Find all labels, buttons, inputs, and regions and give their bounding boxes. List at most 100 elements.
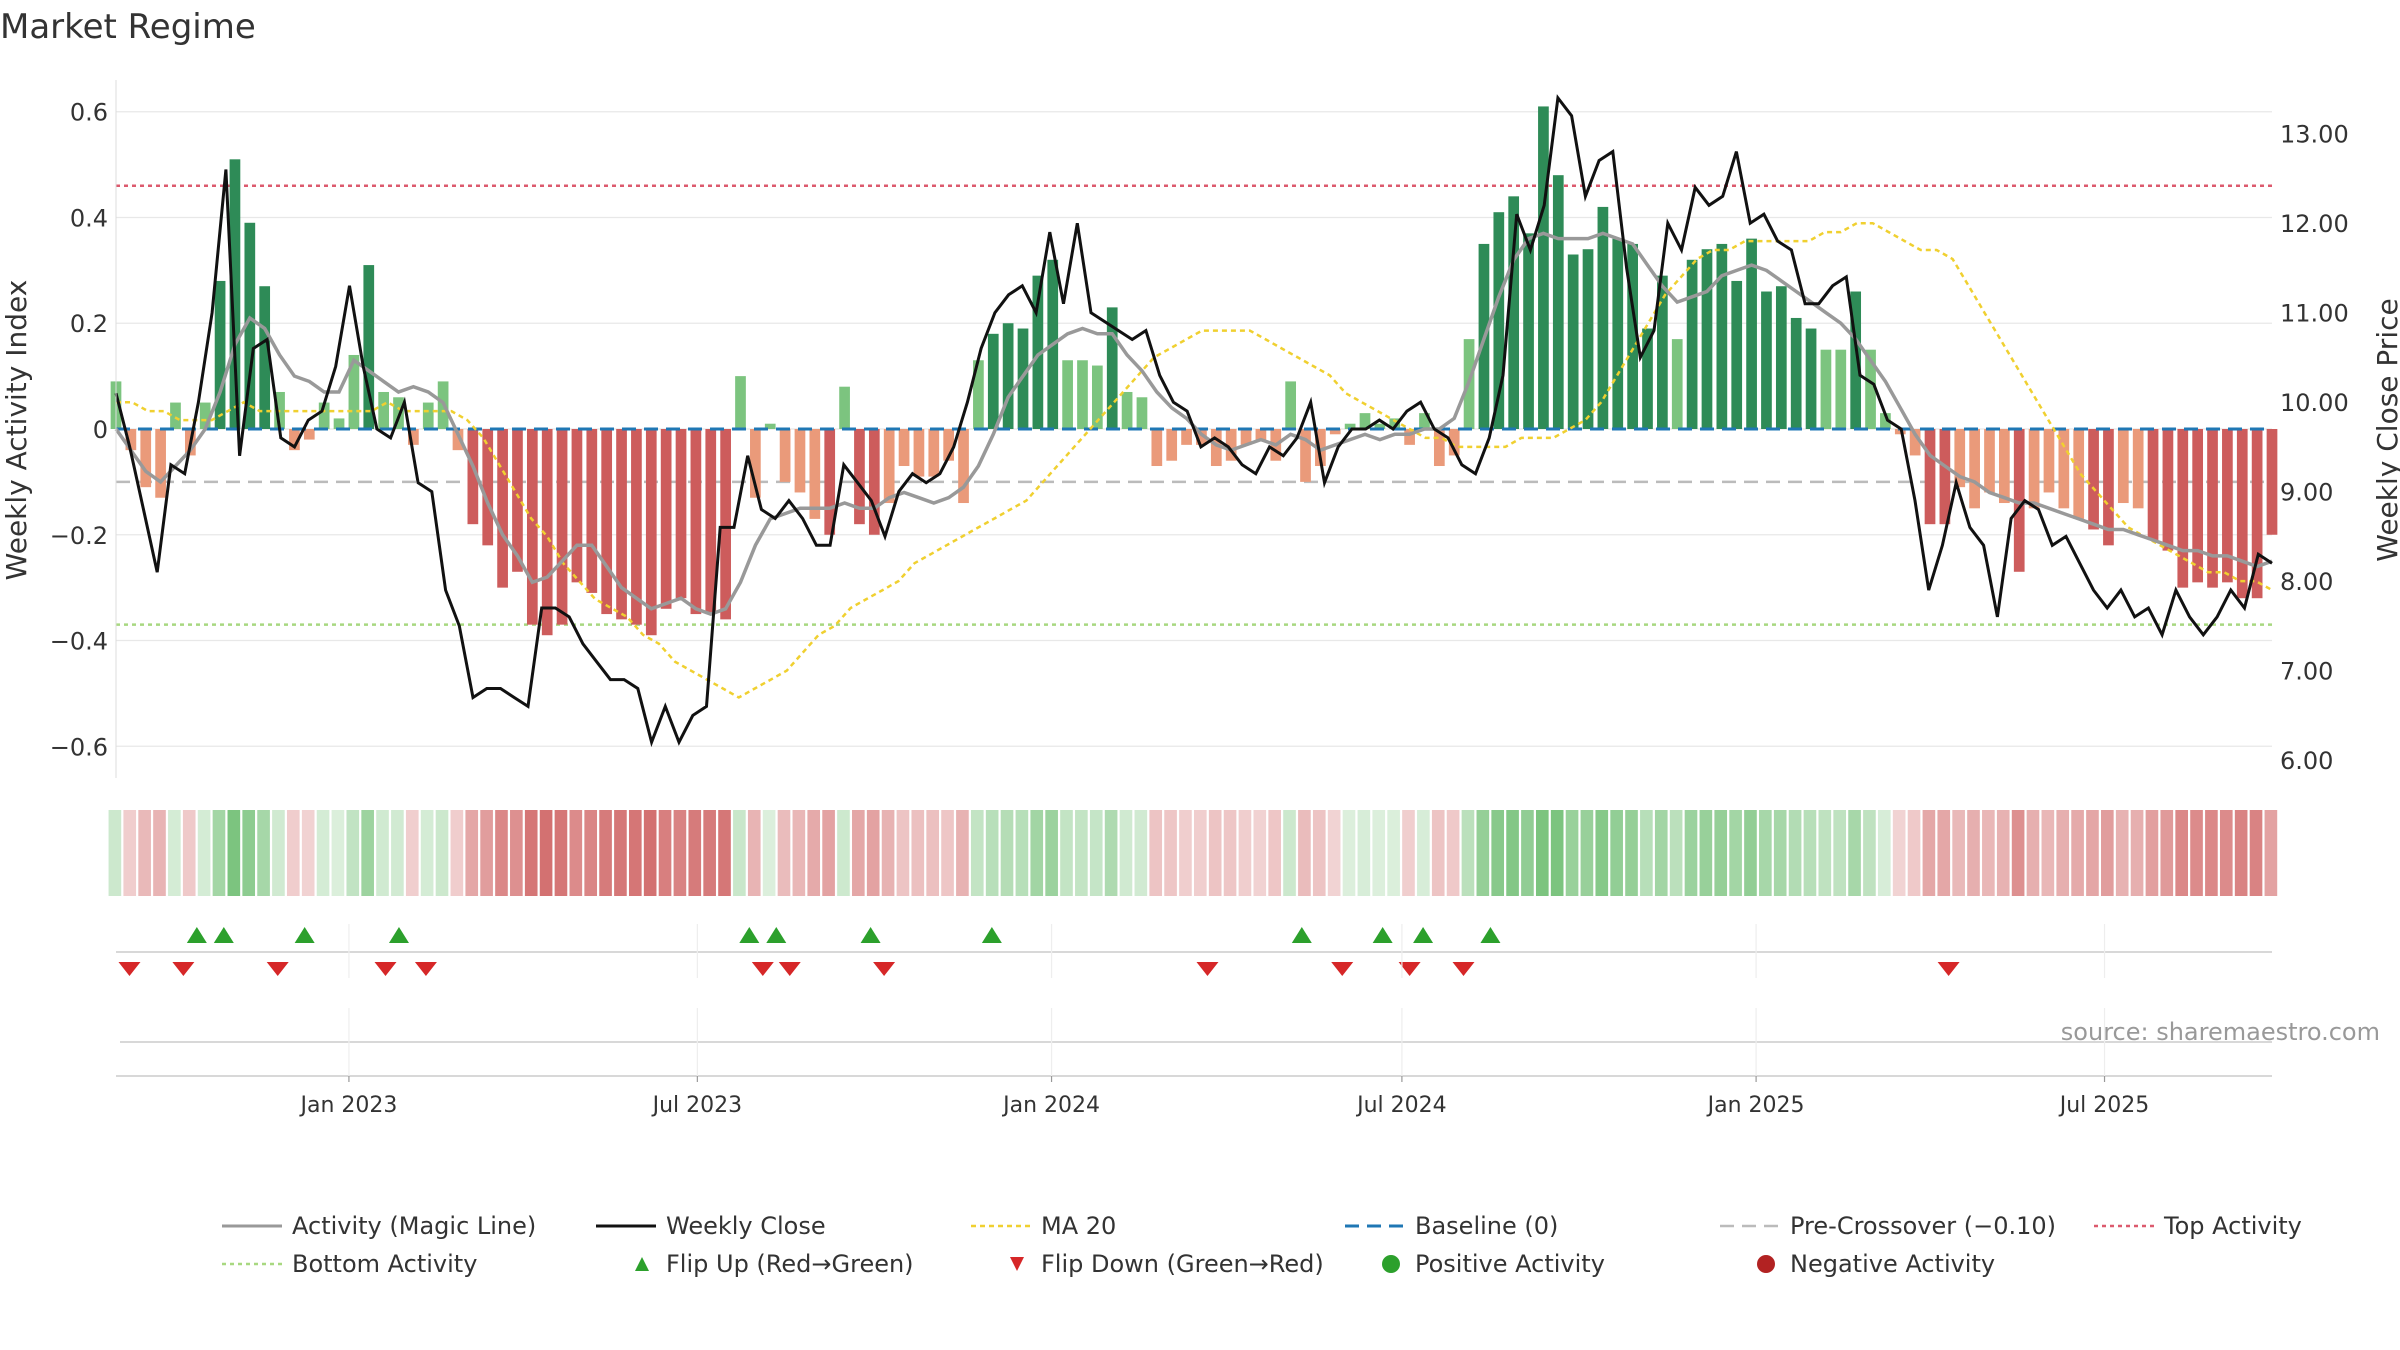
activity-bar [1567,254,1579,429]
activity-bar [1999,429,2010,504]
regime-strip-cell [1134,810,1148,896]
activity-bar [868,429,880,535]
regime-strip-cell [1610,810,1623,896]
regime-strip-cell [1833,810,1847,896]
activity-bar [1285,381,1297,429]
regime-strip-cell [1982,810,1995,896]
activity-bar [586,429,598,593]
regime-strip-cell [1372,810,1386,896]
regime-strip-cell [1877,810,1891,896]
regime-strip-cell [376,810,389,896]
regime-strip-cell [495,810,508,896]
regime-strip-cell [1327,810,1341,896]
flip-down-marker [118,962,141,976]
legend-label: Flip Down (Green→Red) [1041,1250,1324,1278]
regime-strip-cell [405,810,419,896]
activity-bar [1761,291,1772,429]
flip-down-marker [266,962,289,976]
activity-bar [675,429,687,599]
regime-strip-cell [1208,810,1222,896]
flip-down-marker [374,962,397,976]
activity-bar [616,429,627,620]
activity-bar [1166,429,1178,461]
regime-strip-cell [331,810,345,896]
activity-bar [1329,429,1341,435]
flip-up-marker [1480,927,1501,943]
regime-strip-cell [1669,810,1683,896]
activity-bar [660,429,672,609]
legend-label: Negative Activity [1790,1250,1995,1278]
regime-strip-cell [450,810,464,896]
activity-bar [750,429,761,498]
activity-bar [1255,429,1267,440]
regime-strip-cell [480,810,493,896]
flip-up-marker [1413,927,1434,943]
regime-strip-cell [2056,810,2070,896]
activity-bar [1820,349,1832,429]
activity-bar [1746,238,1757,429]
regime-strip-cell [1818,810,1832,896]
regime-strip-cell [1773,810,1787,896]
regime-strip-cell [1283,810,1296,896]
activity-bar [452,429,464,451]
regime-strip-cell [1744,810,1757,896]
activity-bar [244,222,256,429]
activity-bar [1210,429,1222,467]
regime-strip-cell [1312,810,1326,896]
activity-bar [259,286,271,429]
regime-strip-cell [569,810,583,896]
activity-bar [1240,429,1252,445]
series-lines [114,94,2273,748]
regime-strip-cell [1268,810,1281,896]
regime-strip-cell [1119,810,1133,896]
activity-bar [898,429,910,467]
y-tick-label: −0.2 [50,522,108,550]
activity-bar [1136,397,1148,429]
regime-strip-cell [123,810,137,896]
regime-strip-cell [703,810,716,896]
activity-bar [645,429,657,636]
activity-bar [541,429,553,636]
flip-up-marker [1291,927,1312,943]
activity-bar [1880,413,1891,429]
activity-bar [1701,249,1713,429]
activity-bar [571,429,583,583]
activity-bar [2132,429,2144,509]
regime-strip-cell [1788,810,1802,896]
activity-bar [467,429,479,525]
regime-strip-cell [257,810,270,896]
regime-strip-cell [2264,810,2278,896]
y2-tick-label: 13.00 [2280,121,2349,149]
y2-tick-label: 12.00 [2280,210,2349,238]
regime-strip-cell [1759,810,1772,896]
regime-strip-cell [2026,810,2040,896]
flip-down-marker [1398,962,1421,976]
regime-strip-cell [138,810,151,896]
chart-title: Market Regime [0,7,256,47]
regime-strip-cell [926,810,939,896]
x-tick-label: Jul 2024 [1355,1093,1447,1118]
regime-strip-cell [1565,810,1579,896]
activity-bar [1924,429,1936,525]
activity-bar [482,429,494,546]
y2-tick-label: 7.00 [2280,658,2333,686]
regime-strip-cell [1640,810,1653,896]
activity-bar [1433,429,1445,467]
regime-strip-cell [1342,810,1356,896]
activity-bar [1612,238,1624,429]
activity-bar [1909,429,1921,456]
activity-bar [1493,212,1505,429]
activity-bar [2073,429,2085,519]
activity-bar [958,429,969,504]
flip-down-marker [1331,962,1354,976]
regime-strip-cell [1104,810,1118,896]
regime-strip-cell [1030,810,1044,896]
regime-strip-cell [1580,810,1594,896]
y2-tick-label: 10.00 [2280,389,2349,417]
regime-strip-cell [1625,810,1638,896]
activity-bar [987,333,999,429]
activity-bar [1062,360,1073,429]
y2-axis-label: Weekly Close Price [2371,298,2400,561]
regime-strip-cell [1461,810,1475,896]
